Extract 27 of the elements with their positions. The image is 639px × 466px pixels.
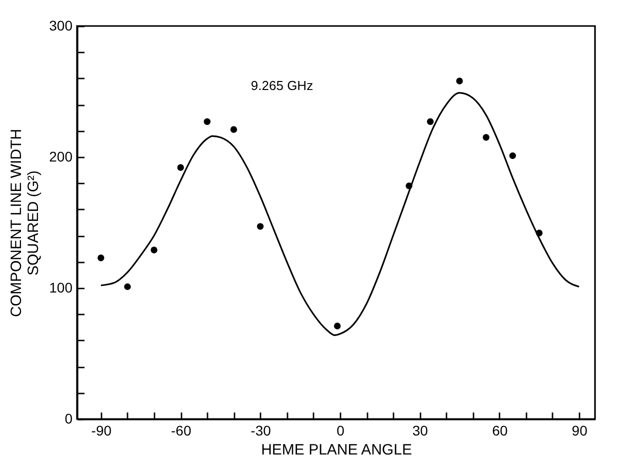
point [150,246,158,254]
x-tick-label: -90 [91,422,112,438]
point [98,254,104,262]
y-tick-label: 200 [49,148,73,164]
point [124,283,131,290]
x-tick-label: -60 [170,422,192,438]
point [456,78,463,84]
x-tick-label: 60 [492,422,508,438]
x-tick-label: -30 [250,422,272,438]
y-tick-label: 300 [49,18,73,34]
x-tick-label: 0 [336,422,345,438]
point [426,118,434,125]
x-tick-label: 90 [572,422,588,438]
annotation: 9.265 GHz [250,78,314,93]
x-axis-title: HEME PLANE ANGLE [261,442,412,458]
point [230,126,238,133]
point [509,152,516,160]
point [482,134,490,141]
point [204,118,211,125]
line-series [100,92,580,336]
x-tick-label: 30 [412,422,428,438]
point [177,164,184,171]
point [256,223,264,230]
y-axis-title: COMPONENT LINE WIDTH SQUARED (G²) [8,128,42,318]
point [334,322,341,330]
y-tick-label: 100 [49,280,73,296]
y-tick-label: 0 [64,410,73,426]
